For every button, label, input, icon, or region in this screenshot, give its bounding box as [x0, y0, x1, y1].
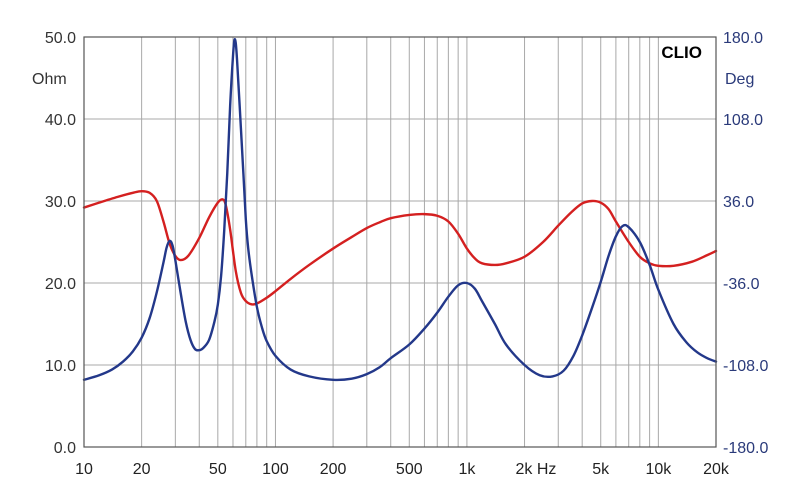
right-tick-label: -108.0 — [723, 358, 768, 375]
x-tick-label: 10k — [645, 461, 672, 478]
right-tick-label: 108.0 — [723, 112, 763, 129]
x-tick-label: 1k — [458, 461, 476, 478]
x-tick-label: 50 — [209, 461, 227, 478]
right-tick-label: -180.0 — [723, 440, 768, 457]
left-tick-label: 20.0 — [45, 276, 76, 293]
left-tick-label: 30.0 — [45, 194, 76, 211]
left-tick-label: 50.0 — [45, 30, 76, 47]
brand-label: CLIO — [661, 43, 702, 62]
x-tick-label: 20 — [133, 461, 151, 478]
left-axis-ticks: 0.0 10.0 20.0 30.0 40.0 50.0 — [45, 30, 76, 457]
plot-area — [84, 37, 716, 447]
right-axis-unit: Deg — [725, 71, 754, 88]
phase-curve — [82, 38, 718, 382]
right-tick-label: -36.0 — [723, 276, 760, 293]
x-tick-label: 2k Hz — [516, 461, 557, 478]
plot-frame — [83, 36, 717, 448]
x-tick-label: 500 — [396, 461, 423, 478]
x-tick-label: 100 — [262, 461, 289, 478]
right-tick-label: 36.0 — [723, 194, 754, 211]
impedance-curve — [82, 189, 718, 306]
right-axis-ticks: -180.0 -108.0 -36.0 36.0 108.0 180.0 — [723, 30, 768, 457]
left-tick-label: 0.0 — [54, 440, 76, 457]
data-series — [82, 38, 718, 382]
left-tick-label: 10.0 — [45, 358, 76, 375]
x-axis-ticks: 10 20 50 100 200 500 1k 2k Hz 5k 10k 20k — [75, 461, 730, 478]
right-tick-label: 180.0 — [723, 30, 763, 47]
x-tick-label: 200 — [320, 461, 347, 478]
x-tick-label: 10 — [75, 461, 93, 478]
left-axis-unit: Ohm — [32, 71, 67, 88]
x-tick-label: 5k — [592, 461, 610, 478]
x-tick-label: 20k — [703, 461, 730, 478]
left-tick-label: 40.0 — [45, 112, 76, 129]
